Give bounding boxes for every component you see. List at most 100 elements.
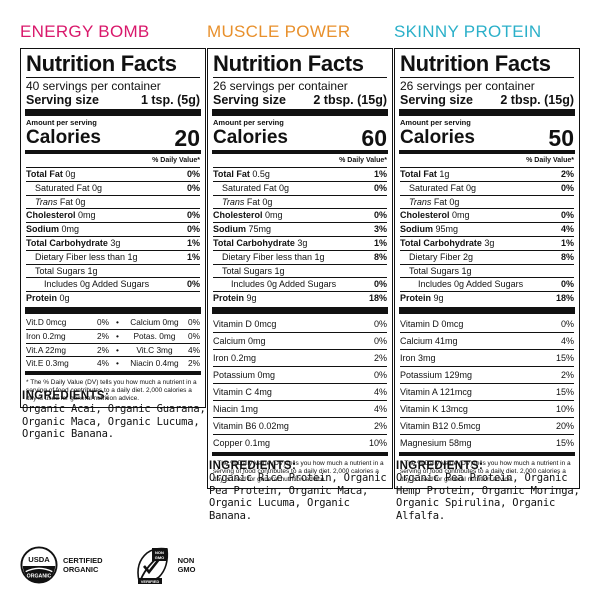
nutrient-name: Dietary Fiber 2g — [400, 251, 473, 264]
micronutrient-left: Vit.E 0.3mg 4% — [26, 357, 113, 370]
vitamin-row: Vitamin D 0mcg 0% — [400, 316, 574, 333]
nutrient-daily-value: 1% — [186, 251, 200, 262]
nutrient-row: Protein 9g 18% — [213, 292, 387, 305]
micronutrient-name: Vit.A 22mg — [26, 344, 66, 355]
nutrient-row: Sodium 0mg 0% — [26, 223, 200, 237]
nutrient-name: Total Sugars 1g — [26, 265, 98, 278]
vitamin-daily-value: 2% — [373, 420, 387, 431]
nutrient-name-text: 9g — [431, 293, 444, 304]
nutrient-row: Cholesterol 0mg 0% — [26, 209, 200, 224]
nutrient-daily-value: 1% — [560, 237, 574, 248]
serving-size-value: 2 tbsp. (15g) — [313, 93, 387, 107]
nutrient-daily-value: 2% — [560, 169, 574, 179]
nutrient-daily-value: 0% — [373, 182, 387, 193]
micronutrient-right: Calcium 0mg 0% — [113, 316, 200, 329]
nutrition-facts-heading: Nutrition Facts — [213, 52, 387, 78]
ingredients-text: Organic Acai, Organic Guarana, Organic M… — [22, 403, 206, 440]
micronutrient-left: Iron 0.2mg 2% — [26, 330, 113, 343]
svg-text:GMO: GMO — [154, 555, 164, 560]
nutrient-name-text: Total Sugars 1g — [409, 265, 472, 276]
vitamin-daily-value: 10% — [368, 437, 387, 448]
nutrient-name-text: 9g — [244, 293, 257, 304]
nutrient-name-text: 0g — [62, 169, 76, 179]
divider-medium — [25, 371, 201, 376]
vitamin-daily-value: 15% — [555, 437, 574, 448]
micronutrient-daily-value: 0% — [187, 316, 200, 327]
serving-size-label: Serving size — [213, 93, 286, 107]
divider-medium — [399, 451, 575, 456]
product-title: ENERGY BOMB — [20, 22, 150, 41]
nutrient-name: Sodium 75mg — [213, 223, 271, 236]
divider-medium — [25, 150, 201, 154]
vitamin-name: Vitamin A 121mcg — [400, 386, 472, 397]
ingredients-title: INGREDIENTS: — [209, 460, 297, 472]
nutrient-name-text: Fat 0g — [431, 196, 460, 207]
vitamin-row: Vitamin B6 0.02mg 2% — [213, 418, 387, 435]
serving-size-label: Serving size — [26, 93, 99, 107]
calories-label: Calories — [213, 127, 288, 148]
nutrient-row: Dietary Fiber 2g 8% — [400, 251, 574, 265]
vitamin-rows: Vitamin D 0mcg 0% Calcium 41mg 4% Iron 3mg 15… — [400, 316, 574, 451]
nutrient-row: Total Fat 1g 2% — [400, 168, 574, 182]
nutrient-name: Saturated Fat 0g — [400, 182, 476, 195]
nutrient-name: Cholesterol 0mg — [213, 209, 283, 222]
non-label: NON — [177, 556, 195, 565]
nutrient-rows: Total Fat 0g 0% Saturated Fat 0g 0% Trans Fa… — [26, 168, 200, 305]
ingredients-title: INGREDIENTS: — [22, 390, 110, 402]
nutrient-name: Total Fat 0.5g — [213, 168, 270, 181]
vitamin-name: Vitamin D 0mcg — [213, 318, 277, 329]
nutrient-row: Total Fat 0.5g 1% — [213, 168, 387, 182]
nutrient-name-bold: Total Carbohydrate — [26, 237, 108, 248]
product-title: SKINNY PROTEIN — [394, 22, 542, 41]
nutrient-row: Total Carbohydrate 3g 1% — [26, 237, 200, 251]
vitamin-row: Vitamin A 121mcg 15% — [400, 384, 574, 401]
micronutrient-daily-value: 0% — [188, 330, 200, 341]
calories-row: Calories 60 — [213, 127, 387, 150]
nutrient-name: Cholesterol 0mg — [26, 209, 96, 222]
nutrient-name-text: Includes 0g Added Sugars — [231, 279, 337, 290]
vitamin-row: Vitamin K 13mcg 10% — [400, 401, 574, 418]
nutrient-name-text: 1g — [436, 169, 450, 179]
nutrient-row: Saturated Fat 0g 0% — [213, 182, 387, 196]
nutrient-name-italic: Trans — [35, 196, 58, 207]
nutrient-name-text: Saturated Fat 0g — [222, 182, 290, 193]
nutrient-name: Saturated Fat 0g — [213, 182, 289, 195]
serving-size-label: Serving size — [400, 93, 473, 107]
usda-organic-seal-icon: USDA ORGANIC — [20, 546, 58, 584]
amount-per-serving: Amount per serving — [213, 118, 284, 127]
nutrient-row: Total Sugars 1g — [213, 265, 387, 279]
nutrition-facts-panel: Nutrition Facts 26 servings per containe… — [394, 48, 580, 489]
nutrient-name-italic: Trans — [222, 196, 245, 207]
nutrient-name: Cholesterol 0mg — [400, 209, 470, 222]
nutrient-name-text: 0mg — [449, 210, 470, 221]
vitamin-name: Vitamin D 0mcg — [400, 318, 464, 329]
nutrient-row: Includes 0g Added Sugars 0% — [26, 278, 200, 293]
nutrient-daily-value: 3% — [373, 224, 387, 235]
vitamin-name: Calcium 41mg — [400, 335, 458, 346]
nutrition-facts-panel: Nutrition Facts 40 servings per containe… — [20, 48, 206, 409]
nutrient-name-text: Dietary Fiber 2g — [409, 251, 474, 262]
nutrient-daily-value: 1% — [373, 237, 387, 248]
nutrient-daily-value: 0% — [186, 169, 200, 179]
serving-size: Serving size 1 tsp. (5g) — [26, 93, 200, 107]
nutrient-name-text: 3g — [294, 237, 308, 248]
nutrient-row: Cholesterol 0mg 0% — [213, 209, 387, 224]
vitamin-daily-value: 15% — [555, 386, 574, 397]
nutrient-row: Sodium 75mg 3% — [213, 223, 387, 237]
nutrient-row: Saturated Fat 0g 0% — [26, 182, 200, 196]
micronutrient-row: Iron 0.2mg 2% Potas. 0mg 0% — [26, 330, 200, 344]
nutrient-name-bold: Total Fat — [400, 169, 437, 179]
vitamin-daily-value: 10% — [555, 403, 574, 414]
nutrient-name-bold: Total Carbohydrate — [213, 237, 295, 248]
vitamin-name: Potassium 129mg — [400, 369, 473, 380]
divider-thick — [399, 306, 575, 314]
nutrient-daily-value: 0% — [560, 279, 574, 290]
calories-row: Calories 20 — [26, 127, 200, 150]
vitamin-daily-value: 0% — [373, 318, 387, 329]
nutrient-name-text: Saturated Fat 0g — [409, 182, 477, 193]
non-gmo-label: NON GMO — [178, 556, 196, 574]
calories-label: Calories — [400, 127, 475, 148]
nutrient-name-bold: Protein — [213, 293, 245, 304]
nutrient-daily-value: 18% — [555, 293, 574, 304]
nutrient-row: Saturated Fat 0g 0% — [400, 182, 574, 196]
